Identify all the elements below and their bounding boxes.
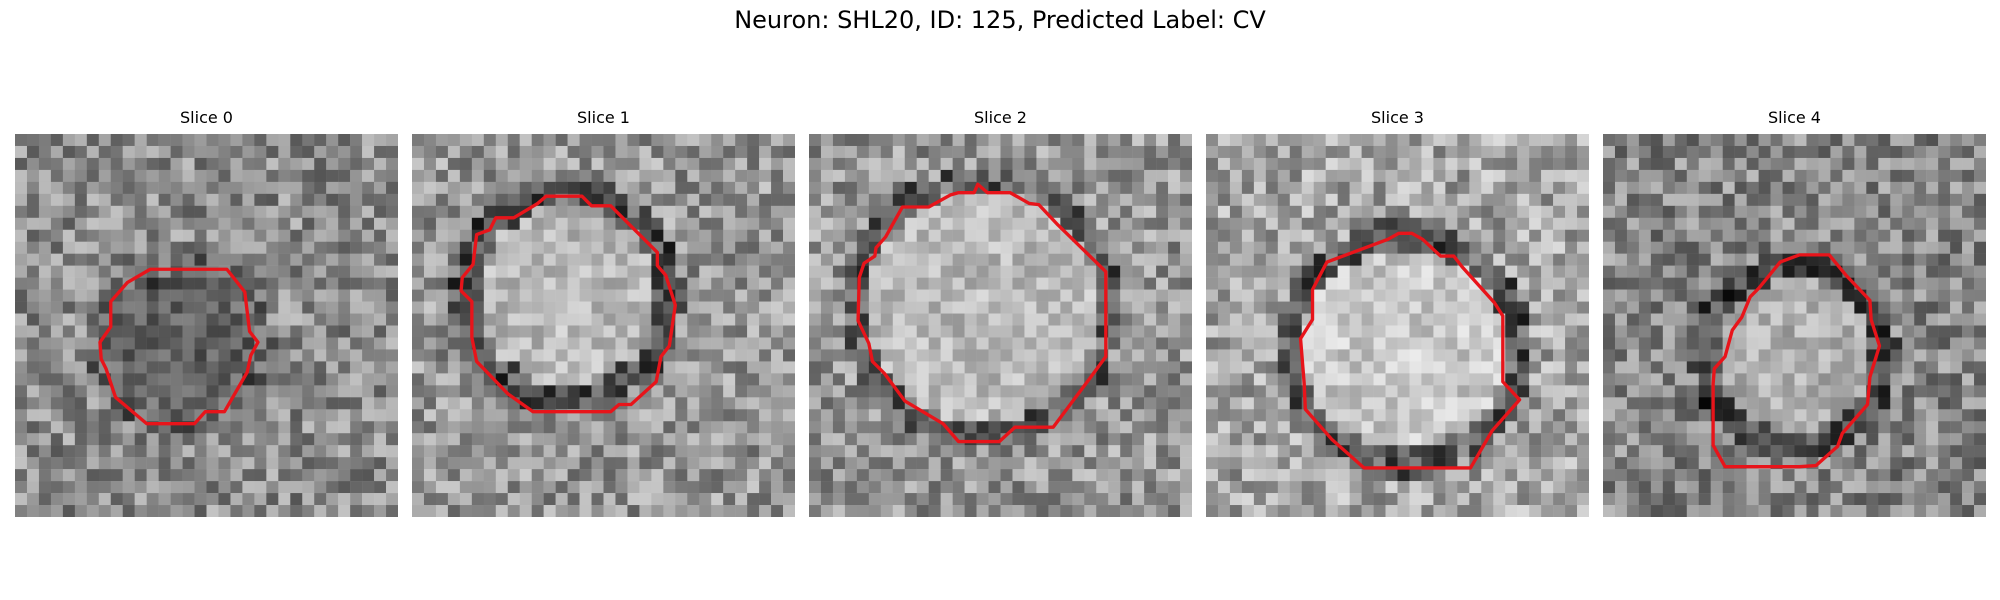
figure-title: Neuron: SHL20, ID: 125, Predicted Label:… bbox=[734, 6, 1266, 34]
slice-panel-0: Slice 0 bbox=[15, 104, 398, 517]
slice-title: Slice 3 bbox=[1371, 108, 1424, 127]
slice-title: Slice 0 bbox=[180, 108, 233, 127]
slice-image bbox=[1603, 134, 1986, 517]
slice-image bbox=[15, 134, 398, 517]
slice-title: Slice 1 bbox=[577, 108, 630, 127]
slice-title: Slice 2 bbox=[974, 108, 1027, 127]
slice-image bbox=[809, 134, 1192, 517]
slice-panel-1: Slice 1 bbox=[412, 104, 795, 517]
slice-image bbox=[1206, 134, 1589, 517]
slice-title: Slice 4 bbox=[1768, 108, 1821, 127]
vesicle-contour bbox=[98, 267, 260, 426]
vesicle-contour bbox=[1711, 253, 1882, 469]
vesicle-contour bbox=[459, 194, 677, 414]
slice-panel-4: Slice 4 bbox=[1603, 104, 1986, 517]
slice-panel-2: Slice 2 bbox=[809, 104, 1192, 517]
slice-panel-3: Slice 3 bbox=[1206, 104, 1589, 517]
vesicle-contour bbox=[856, 182, 1108, 444]
vesicle-contour bbox=[1298, 231, 1522, 470]
slice-image bbox=[412, 134, 795, 517]
